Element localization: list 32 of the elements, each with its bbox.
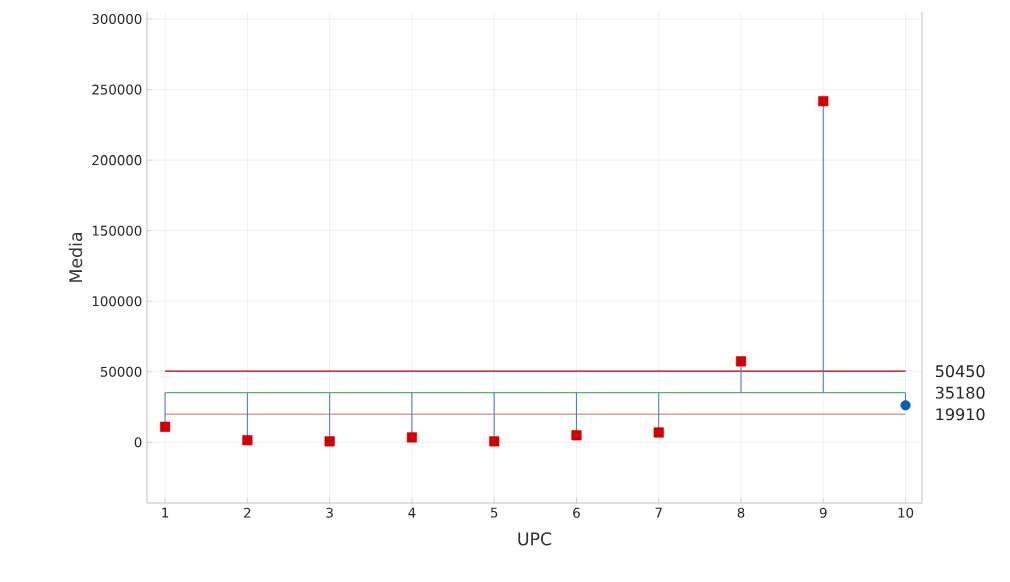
x-tick-label: 10 bbox=[898, 507, 914, 518]
y-tick-label: 50000 bbox=[100, 366, 142, 377]
point bbox=[160, 421, 171, 432]
point bbox=[242, 435, 253, 446]
y-tick-label: 100000 bbox=[92, 296, 142, 307]
y-tick-label: 150000 bbox=[92, 225, 142, 236]
x-tick-label: 1 bbox=[162, 507, 169, 518]
point bbox=[900, 400, 911, 411]
ref-line-label: 35180 bbox=[935, 386, 985, 399]
x-tick-label: 4 bbox=[408, 507, 416, 518]
x-tick-label: 8 bbox=[737, 507, 745, 518]
point bbox=[818, 96, 829, 107]
x-axis-title: UPC bbox=[518, 532, 552, 546]
point bbox=[735, 356, 747, 367]
y-tick-label: 200000 bbox=[92, 155, 142, 166]
y-tick-label: 300000 bbox=[92, 14, 142, 25]
point bbox=[571, 430, 582, 441]
x-tick-label: 6 bbox=[573, 507, 580, 518]
ref-line-label: 50450 bbox=[935, 365, 985, 378]
x-tick-label: 3 bbox=[326, 507, 333, 518]
x-tick-label: 5 bbox=[490, 507, 498, 518]
y-tick-label: 0 bbox=[134, 437, 142, 448]
point bbox=[324, 436, 335, 447]
x-tick-label: 9 bbox=[819, 507, 827, 518]
x-tick-label: 7 bbox=[655, 507, 662, 518]
point bbox=[406, 432, 417, 443]
y-axis-title: Media bbox=[68, 233, 83, 282]
point bbox=[489, 436, 500, 447]
x-tick-label: 2 bbox=[244, 507, 251, 518]
y-tick-label: 250000 bbox=[92, 84, 142, 95]
point bbox=[653, 427, 664, 438]
ref-line-label: 19910 bbox=[936, 408, 985, 421]
